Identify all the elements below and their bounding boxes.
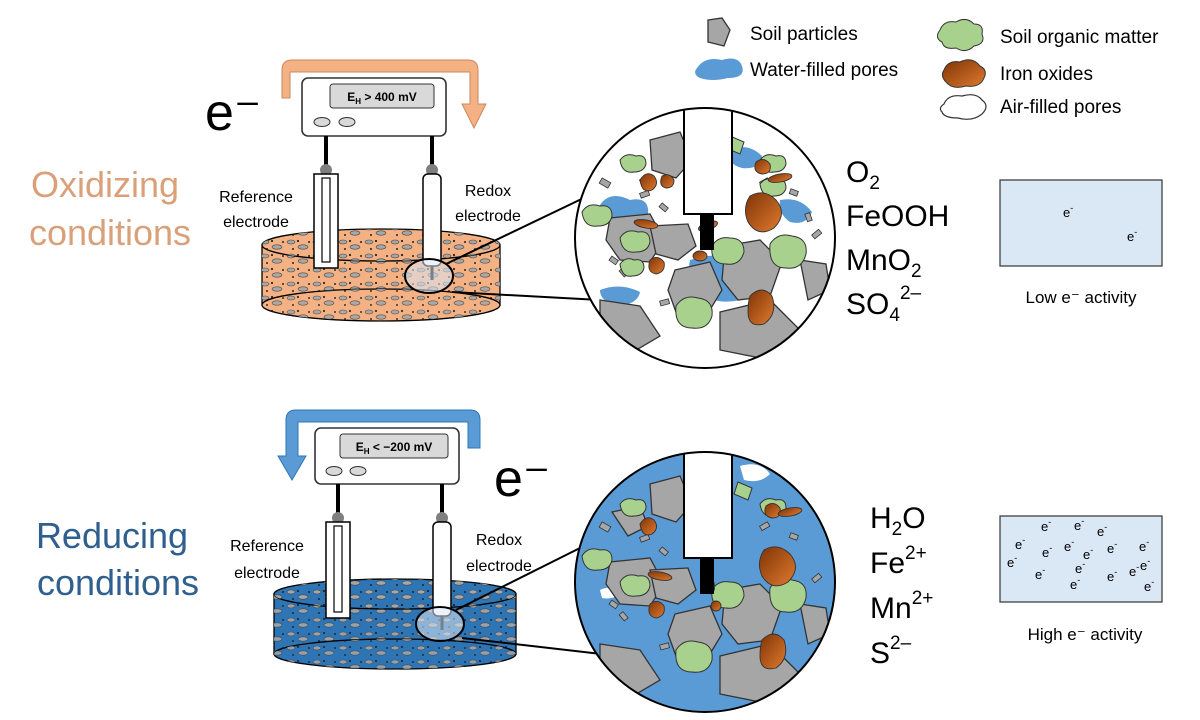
- reducing-reference-label-1: Reference: [230, 538, 304, 555]
- oxidizing-title-line1: Oxidizing: [31, 164, 179, 205]
- oxidizing-species-o2: O2: [846, 156, 880, 194]
- reducing-meter-readout: EH < −200 mV: [356, 440, 433, 456]
- oxidizing-title-line2: conditions: [29, 212, 191, 253]
- reducing-species-mn: Mn2+: [870, 588, 933, 625]
- svg-text:e-: e-: [1074, 516, 1084, 533]
- svg-text:e-: e-: [1063, 203, 1073, 220]
- legend-soil-particles: Soil particles: [750, 24, 858, 45]
- svg-text:e-: e-: [1127, 227, 1137, 244]
- oxidizing-species-feooh: FeOOH: [846, 200, 949, 233]
- svg-text:e-: e-: [1139, 537, 1149, 554]
- reducing-activity-box: [999, 515, 1163, 603]
- oxidizing-activity-label: Low e⁻ activity: [1025, 288, 1137, 307]
- reducing-species-fe: Fe2+: [870, 543, 927, 580]
- reducing-meter-button-2: [349, 466, 367, 476]
- svg-text:e-: e-: [1041, 517, 1051, 534]
- reducing-species-s: S2–: [870, 633, 912, 670]
- oxidizing-electron-flow-arrow: [281, 59, 487, 130]
- svg-text:e-: e-: [1144, 577, 1154, 594]
- svg-text:e-: e-: [1107, 567, 1117, 584]
- svg-text:e-: e-: [1007, 553, 1017, 570]
- reducing-meter-button-1: [325, 466, 343, 476]
- svg-text:e-: e-: [1075, 559, 1085, 576]
- reducing-panel: Reducing conditions e⁻ EH < −200 mV: [36, 409, 1163, 713]
- water-pore-legend-icon: [695, 58, 743, 80]
- reducing-electron-flow-arrow: [277, 409, 481, 481]
- oxidizing-meter-display: [329, 83, 435, 109]
- oxidizing-species-mno2: MnO2: [846, 244, 922, 282]
- oxidizing-redox-label-2: electrode: [455, 208, 521, 225]
- reducing-electron-symbol: e⁻: [494, 450, 550, 508]
- reducing-zoom-region: [415, 606, 465, 642]
- oxidizing-reference-label-2: electrode: [223, 214, 289, 231]
- air-pore-legend-icon: [939, 94, 987, 120]
- reducing-meter-display: [339, 433, 449, 459]
- oxidizing-reference-label-1: Reference: [219, 189, 293, 206]
- oxidizing-meter-button-2: [338, 117, 356, 127]
- soil-particle-legend-icon: [707, 17, 731, 47]
- oxidizing-panel: Oxidizing conditions e⁻ EH > 400 mV: [29, 59, 1163, 369]
- reducing-soil-sample: [273, 578, 517, 670]
- organic-matter-legend-icon: [936, 18, 984, 52]
- svg-text:e-: e-: [1070, 575, 1080, 592]
- legend-water-filled-pores: Water-filled pores: [750, 60, 898, 81]
- legend-air-filled-pores: Air-filled pores: [1000, 97, 1121, 118]
- legend-iron-oxides: Iron oxides: [1000, 64, 1093, 85]
- reducing-title-line2: conditions: [37, 562, 199, 603]
- oxidizing-meter-button-1: [313, 117, 331, 127]
- reducing-species-list: H2O Fe2+ Mn2+ S2–: [870, 502, 933, 670]
- svg-text:e-: e-: [1140, 556, 1150, 573]
- oxidizing-electrons: e- e-: [1063, 203, 1137, 244]
- reducing-activity-label: High e⁻ activity: [1028, 625, 1143, 644]
- legend: Soil particles Water-filled pores Soil o…: [695, 17, 1159, 120]
- reducing-species-h2o: H2O: [870, 502, 926, 540]
- legend-soil-organic-matter: Soil organic matter: [1000, 27, 1159, 48]
- oxidizing-species-so4: SO42–: [846, 283, 922, 326]
- svg-text:e-: e-: [1015, 535, 1025, 552]
- svg-text:e-: e-: [1035, 565, 1045, 582]
- reducing-reference-label-2: electrode: [234, 565, 300, 582]
- reducing-electrons: e- e- e- e- e- e- e- e- e- e- e- e- e- e…: [1007, 516, 1154, 594]
- oxidizing-electron-symbol: e⁻: [205, 84, 261, 142]
- svg-text:e-: e-: [1107, 539, 1117, 556]
- svg-text:e-: e-: [1064, 537, 1074, 554]
- oxidizing-zoom-region: [404, 258, 454, 294]
- oxidizing-soil-sample: [261, 228, 501, 322]
- svg-text:e-: e-: [1129, 562, 1139, 579]
- reducing-reference-electrode: [325, 512, 351, 619]
- oxidizing-redox-label-1: Redox: [465, 183, 511, 200]
- oxidizing-species-list: O2 FeOOH MnO2 SO42–: [846, 156, 949, 326]
- svg-text:e-: e-: [1097, 522, 1107, 539]
- oxidizing-zoom-circle: [574, 107, 836, 369]
- reducing-zoom-circle: [574, 451, 836, 713]
- svg-text:e-: e-: [1042, 543, 1052, 560]
- reducing-redox-label-2: electrode: [466, 558, 532, 575]
- oxidizing-reference-electrode: [313, 164, 339, 269]
- svg-text:e-: e-: [1083, 545, 1093, 562]
- iron-oxide-legend-icon: [941, 59, 986, 88]
- reducing-title-line1: Reducing: [36, 515, 188, 556]
- oxidizing-activity-box: [999, 179, 1163, 267]
- reducing-redox-label-1: Redox: [476, 532, 522, 549]
- oxidizing-meter-readout: EH > 400 mV: [347, 90, 417, 106]
